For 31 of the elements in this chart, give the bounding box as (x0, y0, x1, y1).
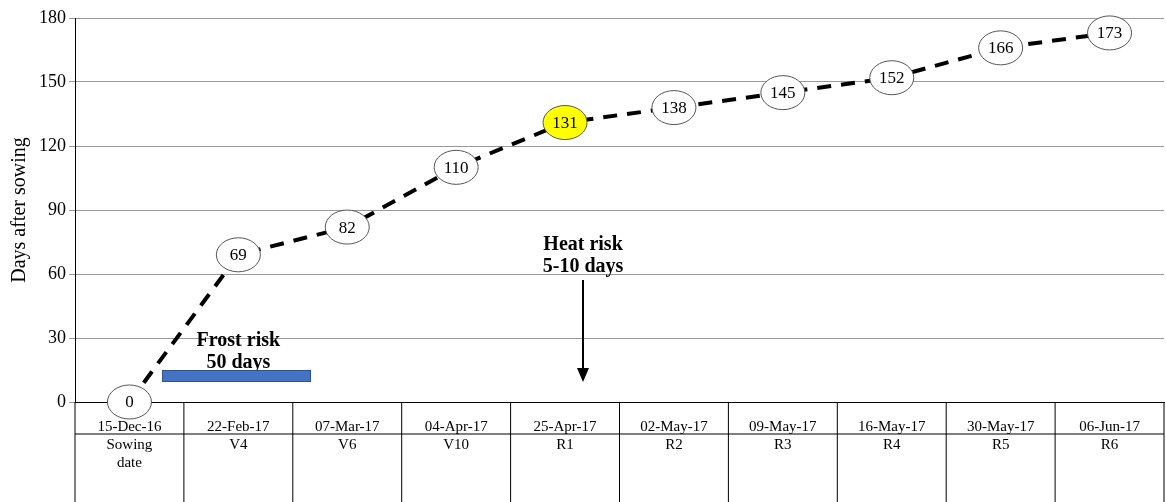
y-tick-label: 0 (57, 390, 66, 411)
y-tick-label: 90 (48, 198, 66, 219)
data-label: 131 (552, 113, 578, 132)
y-axis-title: Days after sowing (7, 137, 31, 283)
data-label: 166 (987, 38, 1014, 58)
annotation: Heat risk 5-10 days (542, 232, 624, 277)
y-tick-label: 150 (39, 70, 66, 91)
data-label: 173 (1096, 23, 1123, 43)
x-tick-label: 09-May-17 R3 (749, 417, 818, 452)
x-tick-label: 04-Apr-17 V10 (424, 417, 489, 452)
y-tick-label: 120 (39, 134, 66, 155)
data-label: 69 (229, 245, 247, 265)
data-label: 110 (443, 157, 469, 177)
data-label: 138 (661, 98, 687, 118)
x-tick-label: 02-May-17 R2 (640, 417, 709, 452)
x-tick-label: 06-Jun-17 R6 (1079, 417, 1141, 452)
x-tick-label: 22-Feb-17 V4 (207, 417, 271, 452)
x-tick-label: 16-May-17 R4 (858, 417, 926, 452)
y-tick-label: 60 (48, 262, 66, 283)
x-tick-label: 30-May-17 R5 (966, 417, 1035, 452)
y-tick-label: 180 (39, 6, 66, 27)
data-label: 145 (770, 83, 796, 103)
y-tick-label: 30 (48, 326, 66, 347)
data-label: 0 (125, 392, 134, 412)
point (106, 384, 152, 420)
x-tick-label: 07-Mar-17 V6 (314, 417, 381, 452)
data-label: 152 (879, 68, 905, 88)
x-tick-label: 25-Apr-17 R1 (533, 417, 598, 452)
annotation: Frost risk 50 days (196, 328, 281, 373)
data-label: 82 (338, 217, 356, 237)
x-tick-label: 15-Dec-16 Sowing date (97, 417, 163, 470)
